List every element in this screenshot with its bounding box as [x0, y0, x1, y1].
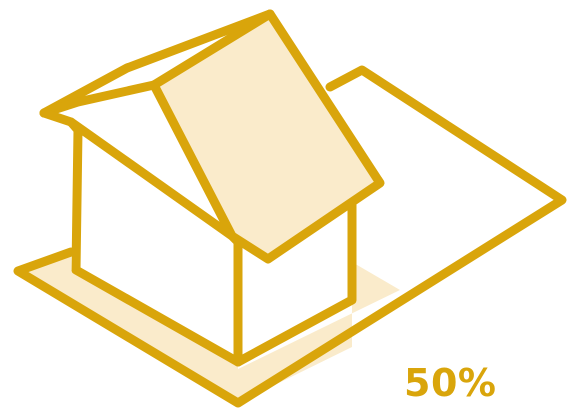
- roof-gable-edge: [39, 9, 275, 118]
- gable-left: [39, 80, 159, 118]
- lot-outline: [13, 65, 567, 408]
- coverage-percent-label: 50%: [404, 361, 497, 405]
- ground-shadow-fill: [238, 262, 400, 403]
- house-corner-line: [233, 200, 357, 367]
- eave-line: [39, 108, 76, 127]
